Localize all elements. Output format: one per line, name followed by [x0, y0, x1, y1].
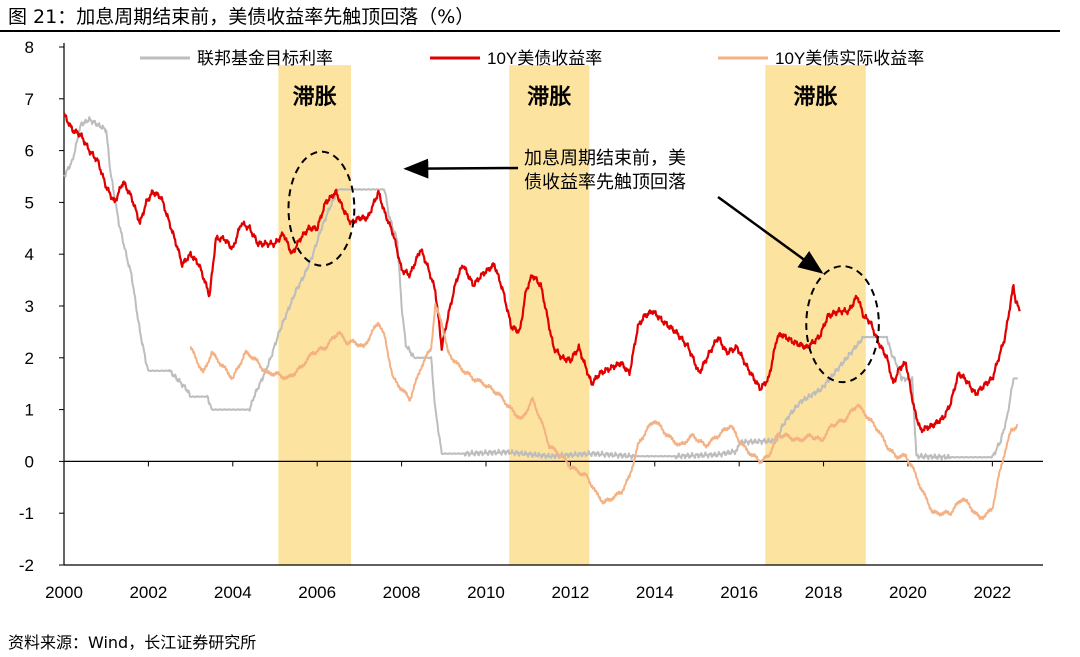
stagflation-band — [509, 65, 590, 565]
stagflation-label: 滞胀 — [293, 84, 337, 109]
stagflation-label: 滞胀 — [527, 84, 571, 109]
x-tick-label: 2018 — [805, 583, 843, 602]
legend-label: 10Y美债收益率 — [487, 49, 602, 68]
source-note: 资料来源：Wind，长江证券研究所 — [8, 633, 257, 652]
annotation-arrow — [717, 195, 824, 274]
series-lines — [63, 112, 1021, 520]
stagflation-band — [765, 65, 866, 565]
x-tick-label: 2022 — [973, 583, 1011, 602]
stagflation-label: 滞胀 — [794, 84, 838, 109]
x-tick-label: 2008 — [383, 583, 421, 602]
annotation-text-line2: 债收益率先触顶回落 — [524, 172, 686, 192]
y-tick-label: 0 — [25, 452, 34, 471]
highlight-ellipse — [805, 265, 880, 384]
x-tick-label: 2000 — [45, 583, 83, 602]
x-tick-label: 2010 — [467, 583, 505, 602]
x-tick-label: 2002 — [129, 583, 167, 602]
x-tick-label: 2006 — [298, 583, 336, 602]
annotation-text-line1: 加息周期结束前，美 — [524, 148, 686, 168]
x-tick-label: 2014 — [636, 583, 674, 602]
x-tick-label: 2012 — [551, 583, 589, 602]
y-tick-label: 3 — [25, 297, 34, 316]
y-tick-label: -1 — [19, 504, 34, 523]
stagflation-band — [278, 65, 351, 565]
y-tick-label: -2 — [19, 556, 34, 575]
y-tick-label: 5 — [25, 193, 34, 212]
legend-label: 10Y美债实际收益率 — [775, 49, 924, 68]
x-tick-label: 2004 — [214, 583, 252, 602]
series-line — [63, 116, 1018, 461]
series-line — [63, 112, 1021, 434]
legend-label: 联邦基金目标利率 — [197, 49, 333, 68]
x-tick-label: 2020 — [889, 583, 927, 602]
annotation-arrow — [403, 158, 519, 179]
figure-title: 图 21：加息周期结束前，美债收益率先触顶回落（%） — [8, 6, 475, 28]
y-tick-label: 4 — [25, 245, 34, 264]
highlight-ellipse — [287, 150, 356, 267]
y-tick-label: 1 — [25, 401, 34, 420]
y-tick-label: 6 — [25, 142, 34, 161]
title-rule — [0, 30, 1060, 32]
y-tick-label: 2 — [25, 349, 34, 368]
annotations: 加息周期结束前，美债收益率先触顶回落 — [287, 148, 880, 384]
y-tick-label: 7 — [25, 90, 34, 109]
legend: 联邦基金目标利率 10Y美债收益率 10Y美债实际收益率 — [140, 49, 924, 68]
x-tick-label: 2016 — [720, 583, 758, 602]
y-tick-label: 8 — [25, 38, 34, 57]
axes: -2 -1 0 1 2 3 4 5 6 7 8 2000 2002 2004 2006 2008 2010 201… — [19, 38, 1043, 602]
stagflation-regions: 滞胀 滞胀 滞胀 — [278, 65, 866, 565]
series-line — [189, 303, 1018, 520]
